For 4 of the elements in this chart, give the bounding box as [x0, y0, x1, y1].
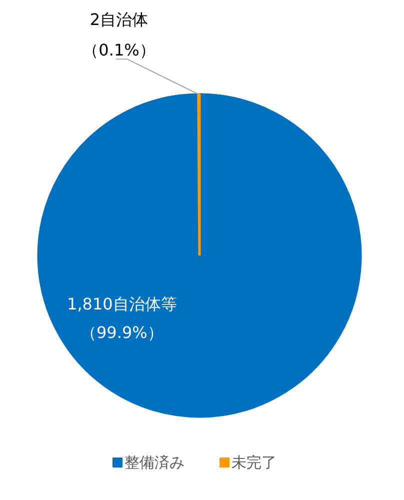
legend-label: 整備済み — [124, 454, 184, 472]
data-label: 1,810自治体等（99.9%） — [67, 294, 177, 342]
legend-label: 未完了 — [232, 454, 276, 472]
data-label: 2自治体（0.1%） — [82, 10, 156, 60]
